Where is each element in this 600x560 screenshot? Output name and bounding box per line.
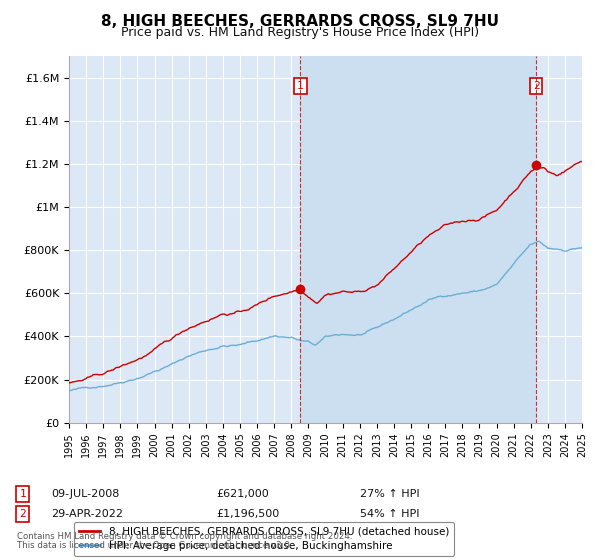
Text: 1: 1	[297, 81, 304, 91]
Text: Price paid vs. HM Land Registry's House Price Index (HPI): Price paid vs. HM Land Registry's House …	[121, 26, 479, 39]
Text: 2: 2	[533, 81, 540, 91]
Text: £1,196,500: £1,196,500	[216, 509, 279, 519]
Text: This data is licensed under the Open Government Licence v3.0.: This data is licensed under the Open Gov…	[17, 542, 292, 550]
Text: 2: 2	[19, 509, 26, 519]
Text: £621,000: £621,000	[216, 489, 269, 499]
Bar	[301, 56, 536, 423]
Text: Contains HM Land Registry data © Crown copyright and database right 2024.: Contains HM Land Registry data © Crown c…	[17, 532, 352, 541]
Text: 8, HIGH BEECHES, GERRARDS CROSS, SL9 7HU: 8, HIGH BEECHES, GERRARDS CROSS, SL9 7HU	[101, 14, 499, 29]
Text: 27% ↑ HPI: 27% ↑ HPI	[360, 489, 419, 499]
Text: 09-JUL-2008: 09-JUL-2008	[51, 489, 119, 499]
Legend: 8, HIGH BEECHES, GERRARDS CROSS, SL9 7HU (detached house), HPI: Average price, d: 8, HIGH BEECHES, GERRARDS CROSS, SL9 7HU…	[74, 521, 454, 556]
Text: 29-APR-2022: 29-APR-2022	[51, 509, 123, 519]
Text: 1: 1	[19, 489, 26, 499]
Text: 54% ↑ HPI: 54% ↑ HPI	[360, 509, 419, 519]
